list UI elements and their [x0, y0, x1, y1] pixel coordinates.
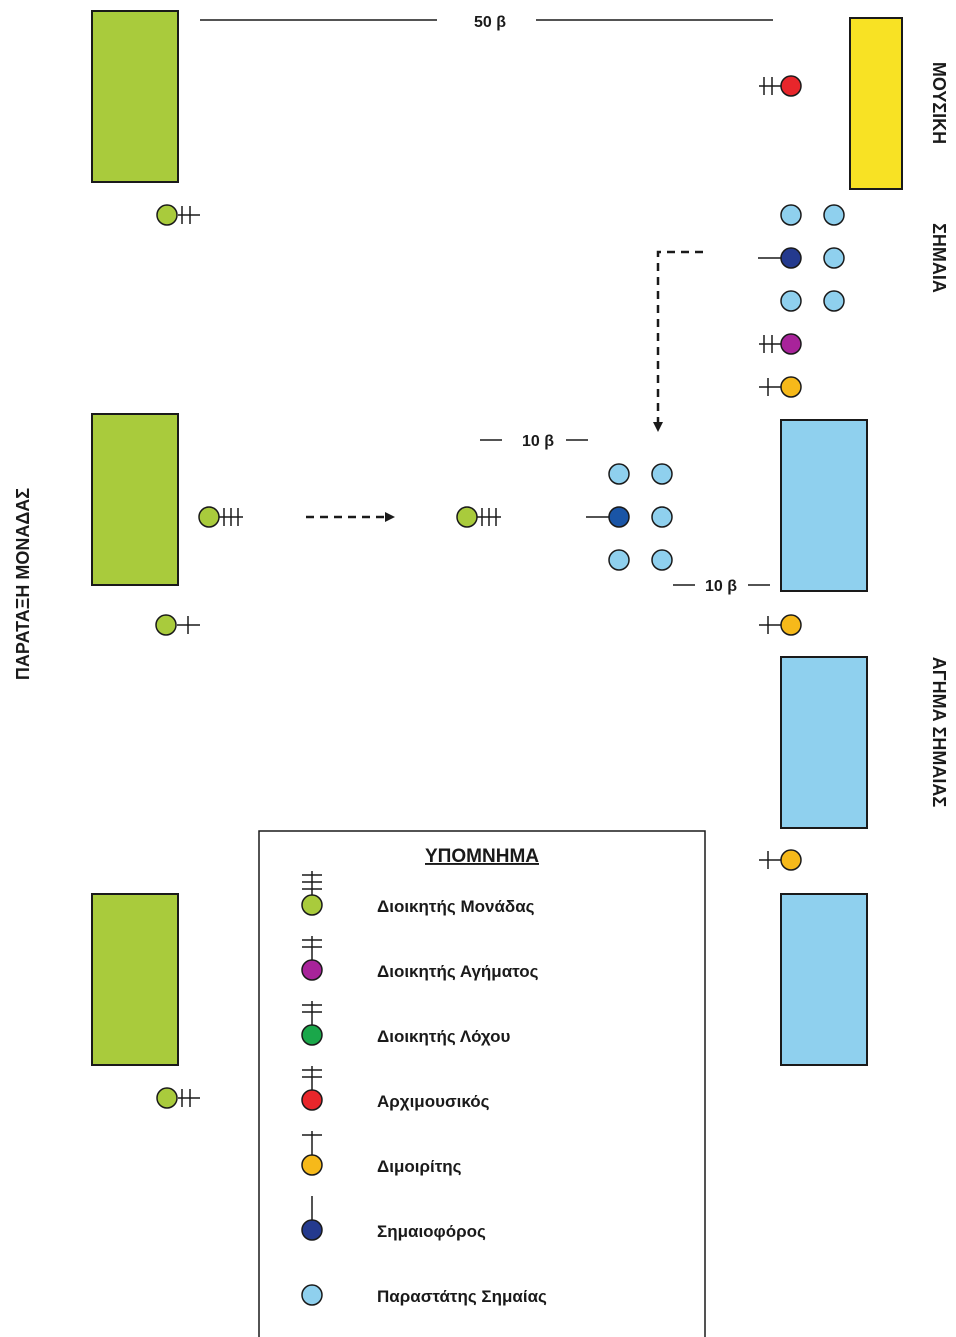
flag-group-moved: [586, 463, 673, 571]
legend-item: Διοικητής Μονάδας: [301, 871, 535, 916]
flag-bearer-icon: [301, 1196, 323, 1241]
commander-unit-marker-moved: [456, 506, 501, 528]
legend-items: Διοικητής Μονάδας Διοικητής Αγήματος Διοικ…: [301, 871, 547, 1306]
label-flag: ΣΗΜΑΙΑ: [929, 223, 949, 293]
music-block: [849, 17, 903, 190]
platoon-leader-icon: [301, 1131, 323, 1176]
platoon-leader-marker-2: [759, 614, 802, 636]
commander-company-marker-top: [156, 204, 200, 226]
chief-musician-icon: [301, 1066, 323, 1111]
honor-guard-block-3: [780, 893, 868, 1066]
distance-label-guard: 10 β: [705, 578, 737, 595]
platoon-marker-left: [155, 614, 200, 636]
legend-item: Παραστάτης Σημαίας: [301, 1284, 547, 1306]
legend-item-label: Αρχιμουσικός: [377, 1092, 490, 1111]
honor-guard-block-2: [780, 656, 868, 829]
legend-item-label: Διοικητής Αγήματος: [377, 962, 539, 981]
commander-company-marker-bottom: [156, 1087, 200, 1109]
legend-title: ΥΠΟΜΝΗΜΑ: [425, 846, 539, 867]
legend-item: Διοικητής Λόχου: [301, 1001, 510, 1046]
legend-item-label: Σημαιοφόρος: [377, 1222, 486, 1241]
legend: ΥΠΟΜΝΗΜΑ Διοικητής Μονάδας Διοικητής Αγήμ…: [258, 830, 706, 1337]
commander-guard-marker: [759, 333, 802, 355]
legend-item-label: Διοικητής Μονάδας: [377, 897, 535, 916]
legend-item: Αρχιμουσικός: [301, 1066, 490, 1111]
commander-guard-icon: [301, 936, 323, 981]
label-music: ΜΟΥΣΙΚΗ: [929, 62, 949, 144]
unit-block-3: [91, 893, 179, 1066]
commander-unit-marker: [198, 506, 243, 528]
unit-block-2: [91, 413, 179, 586]
legend-frame: [258, 830, 706, 1337]
legend-item-label: Διοικητής Λόχου: [377, 1027, 510, 1046]
honor-guard-block-1: [780, 419, 868, 592]
chief-musician-marker: [759, 75, 802, 97]
commander-company-icon: [301, 1001, 323, 1046]
legend-item-label: Διμοιρίτης: [377, 1157, 462, 1176]
unit-block-1: [91, 10, 179, 183]
distance-label-top: 50 β: [474, 14, 506, 31]
label-unit-formation: ΠΑΡΑΤΑΞΗ ΜΟΝΑΔΑΣ: [13, 488, 33, 680]
commander-unit-icon: [301, 871, 323, 916]
move-arrow-flag: [653, 250, 703, 432]
legend-item-label: Παραστάτης Σημαίας: [377, 1287, 547, 1306]
flag-group: [758, 204, 845, 312]
distance-label-flag: 10 β: [522, 433, 554, 450]
flag-escort-icon: [301, 1284, 323, 1306]
label-honor-guard: ΑΓΗΜΑ ΣΗΜΑΙΑΣ: [929, 657, 949, 808]
platoon-leader-marker-1: [759, 376, 802, 398]
platoon-leader-marker-3: [759, 849, 802, 871]
legend-item: Σημαιοφόρος: [301, 1196, 486, 1241]
legend-item: Διοικητής Αγήματος: [301, 936, 539, 981]
legend-item: Διμοιρίτης: [301, 1131, 462, 1176]
